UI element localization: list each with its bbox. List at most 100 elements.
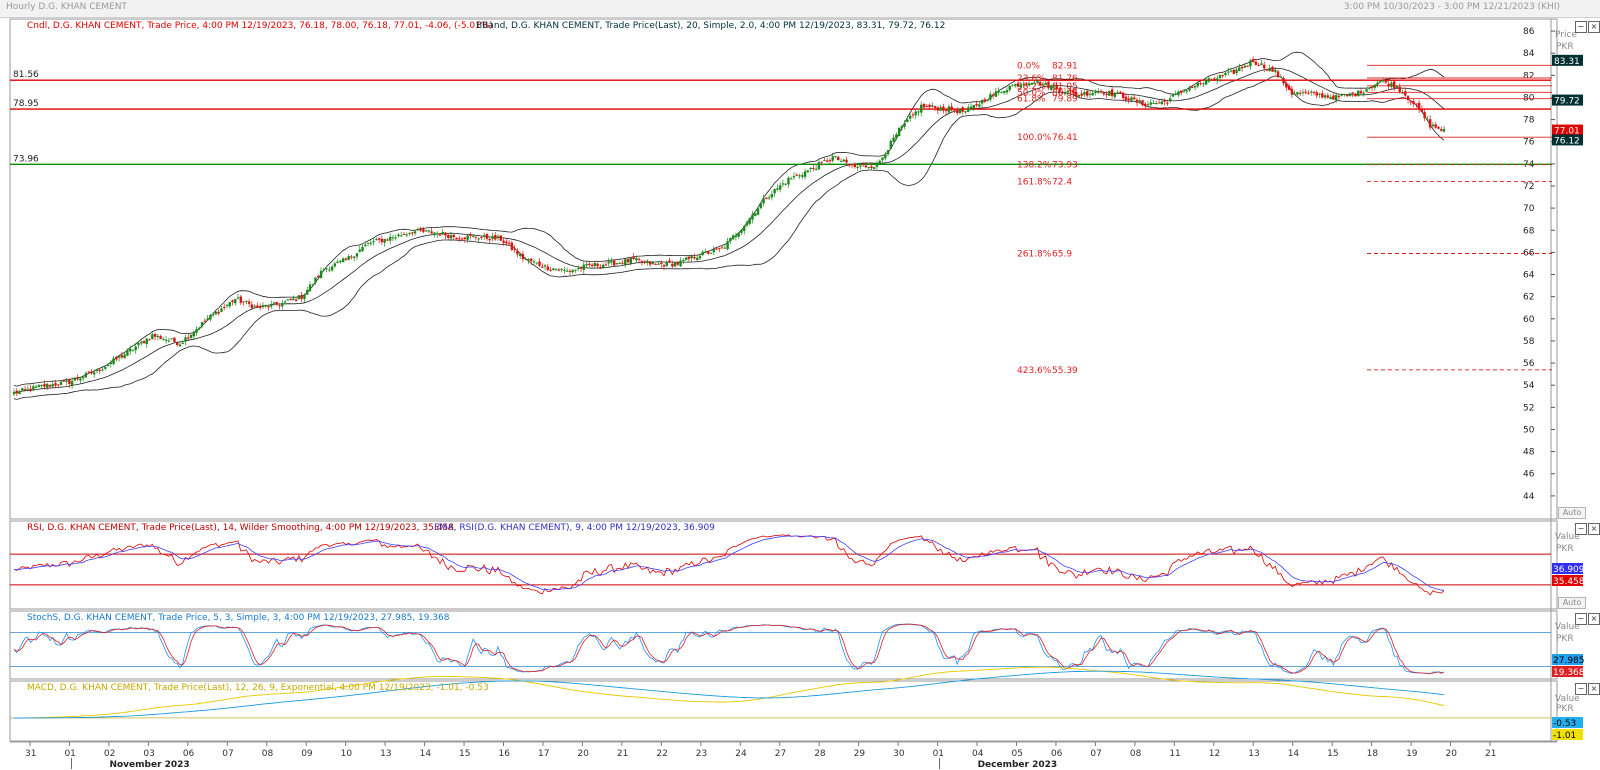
candle-body <box>1384 80 1388 83</box>
candle-body <box>596 263 599 267</box>
candle-body <box>275 302 278 305</box>
macd-panel-close-button[interactable]: × <box>1588 683 1600 695</box>
fib-level-value: 65.9 <box>1052 250 1072 260</box>
candle-body <box>859 165 862 167</box>
candle-body <box>1130 97 1133 101</box>
candle-body <box>289 298 292 301</box>
rsi-panel-minimize-button[interactable]: − <box>1575 523 1587 535</box>
x-tick-label: 23 <box>696 749 707 759</box>
candle-body <box>1285 83 1288 88</box>
price-tick-label: 82 <box>1523 71 1534 81</box>
candle-body <box>278 305 281 307</box>
candle-body <box>707 251 710 254</box>
candle-body <box>153 334 157 337</box>
candle-body <box>433 232 436 235</box>
candle-body <box>585 263 588 266</box>
candle-body <box>231 300 234 303</box>
candle-body <box>1249 60 1252 67</box>
price-plot: 4446485052545658606264666870727476788082… <box>10 27 1583 502</box>
candle-body <box>704 251 707 253</box>
candle-body <box>65 380 68 382</box>
stoch-panel-close-button[interactable]: × <box>1588 613 1600 625</box>
candle-body <box>339 260 342 262</box>
candle-body <box>59 381 63 385</box>
stoch-panel-minimize-button[interactable]: − <box>1575 613 1587 625</box>
candle-body <box>958 108 962 114</box>
candle-body <box>170 338 173 340</box>
candle-body <box>455 237 458 240</box>
candle-body <box>856 166 859 168</box>
candle-body <box>1235 69 1238 74</box>
candle-body <box>950 106 953 111</box>
candle-body <box>1224 72 1227 76</box>
candle-body <box>23 389 27 391</box>
candle-body <box>964 111 967 113</box>
candle-body <box>142 341 146 344</box>
candle-body <box>809 167 812 170</box>
candle-body <box>1354 93 1357 97</box>
candle-body <box>228 301 231 307</box>
candle-body <box>889 140 893 149</box>
candle-body <box>1213 78 1216 80</box>
candle-body <box>173 337 176 342</box>
candle-body <box>792 176 796 178</box>
candle-body <box>1146 104 1150 106</box>
x-tick-label: 01 <box>64 749 75 759</box>
candle-body <box>1398 86 1401 92</box>
candle-body <box>73 378 77 381</box>
price-panel-minimize-button[interactable]: − <box>1575 21 1587 33</box>
candle-body <box>1420 108 1424 112</box>
candle-body <box>68 379 71 385</box>
candle-body <box>1141 100 1144 106</box>
candle-body <box>187 337 190 339</box>
candle-body <box>1404 91 1407 96</box>
price-auto-button[interactable]: Auto <box>1558 507 1586 519</box>
candle-body <box>424 230 428 232</box>
price-tick-label: 56 <box>1523 359 1535 369</box>
rsi-auto-button[interactable]: Auto <box>1558 597 1586 609</box>
candle-body <box>1376 82 1379 85</box>
candle-body <box>388 237 392 241</box>
candle-body <box>610 260 613 263</box>
stoch-axis-title: Value <box>1555 622 1580 632</box>
candle-body <box>270 304 273 307</box>
candle-body <box>57 384 60 386</box>
candle-body <box>798 175 801 177</box>
macd-signal-tag: -0.53 <box>1553 719 1576 729</box>
rsi-panel-close-button[interactable]: × <box>1588 523 1600 535</box>
candle-body <box>93 372 96 375</box>
candle-body <box>720 247 724 249</box>
candle-body <box>217 311 220 314</box>
candle-body <box>192 332 195 337</box>
candle-body <box>925 105 928 107</box>
x-tick-label: 29 <box>854 749 866 759</box>
candle-body <box>754 213 757 216</box>
fib-level-percent: 261.8% <box>1017 250 1052 260</box>
price-panel-close-button[interactable]: × <box>1588 21 1600 33</box>
candle-body <box>1337 95 1341 97</box>
candle-body <box>1091 92 1094 96</box>
candle-body <box>831 156 834 161</box>
candle-body <box>151 334 154 340</box>
candle-body <box>1083 92 1086 95</box>
candle-body <box>1202 83 1205 85</box>
candle-body <box>1052 86 1056 88</box>
candle-body <box>743 226 746 232</box>
candle-body <box>698 256 702 259</box>
candle-body <box>637 258 641 260</box>
rsi-ema-tag: 36.909 <box>1553 565 1585 575</box>
candle-body <box>1240 66 1244 69</box>
candle-body <box>1229 70 1233 72</box>
candle-body <box>1296 92 1299 95</box>
x-tick-label: 05 <box>1011 749 1022 759</box>
candle-body <box>936 107 940 111</box>
macd-panel-minimize-button[interactable]: − <box>1575 683 1587 695</box>
candle-body <box>1310 91 1313 93</box>
candle-body <box>447 234 450 238</box>
stoch-d-tag: 19.368 <box>1553 668 1585 678</box>
candle-body <box>906 119 909 122</box>
candle-body <box>109 362 113 365</box>
candle-body <box>70 380 74 386</box>
